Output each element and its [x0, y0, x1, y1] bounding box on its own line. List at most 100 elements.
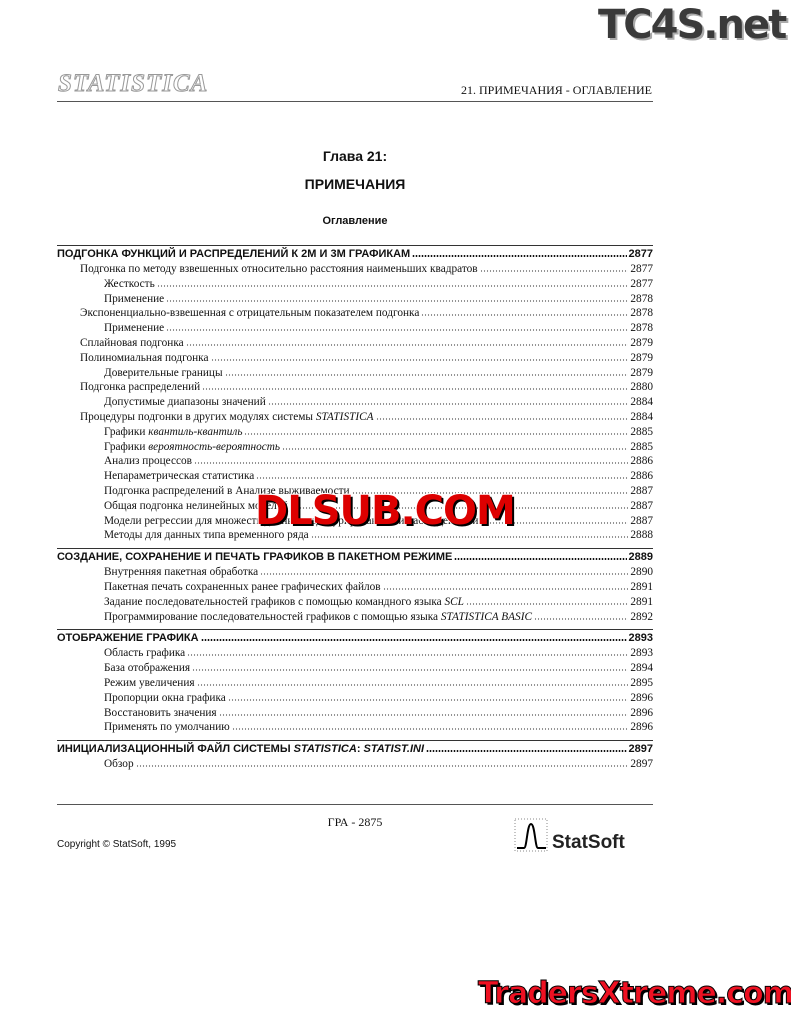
toc-page: 2891: [630, 580, 653, 593]
toc-entry: Графики вероятность-вероятность 2885: [57, 440, 653, 455]
toc-page: 2879: [630, 336, 653, 349]
section-header: 21. ПРИМЕЧАНИЯ - ОГЛАВЛЕНИЕ: [461, 83, 652, 97]
toc-entry-title: База отображения: [104, 661, 190, 676]
toc-page: 2896: [630, 721, 653, 734]
toc-page: 2885: [630, 440, 653, 453]
leader: [224, 373, 629, 376]
toc-page: 2878: [630, 322, 653, 335]
toc-entry-title: ПОДГОНКА ФУНКЦИЙ И РАСПРЕДЕЛЕНИЙ К 2М И …: [57, 246, 410, 262]
toc-text: Пропорции окна графика: [104, 691, 226, 704]
toc-text: STATISTICA: [315, 410, 374, 423]
leader: [256, 477, 629, 480]
leader: [200, 639, 627, 642]
toc-entry: Режим увеличения 2895: [57, 676, 653, 691]
leader: [282, 447, 629, 450]
leader: [421, 314, 629, 317]
leader: [465, 602, 629, 605]
toc-entry-title: Обзор: [104, 757, 134, 772]
toc-page: 2877: [628, 248, 653, 260]
toc-page: 2888: [630, 529, 653, 542]
leader: [193, 462, 629, 465]
toc-entry-title: Непараметрическая статистика: [104, 469, 254, 484]
toc-entry-title: Задание последовательностей графиков с п…: [104, 595, 464, 610]
toc-entry: Графики квантиль-квантиль 2885: [57, 425, 653, 440]
toc-entry-title: ОТОБРАЖЕНИЕ ГРАФИКА: [57, 630, 199, 646]
leader: [426, 750, 627, 753]
toc-page: 2896: [630, 706, 653, 719]
toc-text: Восстановить значения: [104, 706, 217, 719]
toc-entry-title: Программирование последовательностей гра…: [104, 610, 532, 625]
toc-text: Анализ процессов: [104, 455, 192, 468]
toc-entry: Область графика 2893: [57, 646, 653, 661]
toc-page: 2897: [630, 758, 653, 771]
toc-entry-title: Графики квантиль-квантиль: [104, 425, 242, 440]
toc-text: Режим увеличения: [104, 676, 195, 689]
toc-page: 2880: [630, 381, 653, 394]
toc-entry-title: Жесткость: [104, 277, 155, 292]
toc-entry: Методы для данных типа временного ряда 28…: [57, 528, 653, 543]
leader: [480, 521, 629, 524]
toc-entry-title: Применение: [104, 321, 164, 336]
page-label: ГРА - 2875: [327, 815, 383, 829]
toc-page: 2878: [630, 292, 653, 305]
leader: [351, 491, 629, 494]
toc-entry: Пропорции окна графика 2896: [57, 691, 653, 706]
toc-entry: Пакетная печать сохраненных ранее графич…: [57, 580, 653, 595]
toc-entry-title: Применение: [104, 292, 164, 307]
toc-entry: Программирование последовательностей гра…: [57, 610, 653, 625]
toc-page: 2886: [630, 470, 653, 483]
toc-entry: Анализ процессов 2886: [57, 454, 653, 469]
watermark: TC4S.net: [598, 2, 787, 48]
toc-page: 2894: [630, 662, 653, 675]
toc-entry: ПОДГОНКА ФУНКЦИЙ И РАСПРЕДЕЛЕНИЙ К 2М И …: [57, 245, 653, 262]
toc-entry-title: Режим увеличения: [104, 676, 195, 691]
toc-text: СОЗДАНИЕ, СОХРАНЕНИЕ И ПЕЧАТЬ ГРАФИКОВ В…: [57, 551, 453, 564]
toc-entry: Общая подгонка нелинейных моделей 2887: [57, 499, 653, 514]
toc-text: SCL: [444, 595, 464, 608]
toc-text: Графики: [104, 440, 149, 453]
toc-text: Обзор: [104, 758, 134, 771]
toc-entry-title: ИНИЦИАЛИЗАЦИОННЫЙ ФАЙЛ СИСТЕМЫ STATISTIC…: [57, 741, 424, 757]
logo: STATISTICA: [57, 70, 209, 98]
leader: [227, 698, 629, 701]
toc-entry-title: Сплайновая подгонка: [80, 336, 184, 351]
toc-text: Жесткость: [104, 277, 155, 290]
leader: [289, 506, 629, 509]
toc-entry: ИНИЦИАЛИЗАЦИОННЫЙ ФАЙЛ СИСТЕМЫ STATISTIC…: [57, 740, 653, 757]
toc-page: 2893: [630, 647, 653, 660]
chapter-label: Глава 21:: [322, 148, 388, 164]
toc-entry: База отображения 2894: [57, 661, 653, 676]
toc-page: 2892: [630, 610, 653, 623]
toc-entry-title: Область графика: [104, 646, 185, 661]
toc-text: Задание последовательностей графиков с п…: [104, 595, 445, 608]
header-rule: [57, 101, 653, 102]
toc-heading: Оглавление: [322, 215, 388, 227]
toc-text: STATISTICA BASIC: [440, 610, 533, 623]
toc-entry: Задание последовательностей графиков с п…: [57, 595, 653, 610]
toc-text: STATISTICA: [293, 743, 357, 756]
leader: [479, 270, 629, 272]
toc-entry: Экспоненциально-взвешенная с отрицательн…: [57, 306, 653, 321]
leader: [260, 573, 629, 576]
toc-entry-title: Применять по умолчанию: [104, 720, 230, 735]
toc-text: :: [356, 743, 364, 756]
toc-entry: Модели регрессии для множеств данных с ц…: [57, 514, 653, 529]
toc-page: 2895: [630, 676, 653, 689]
toc-entry-title: Пропорции окна графика: [104, 691, 226, 706]
toc-text: ИНИЦИАЛИЗАЦИОННЫЙ ФАЙЛ СИСТЕМЫ: [57, 743, 294, 756]
toc-page: 2884: [630, 410, 653, 423]
footer-rule: [57, 804, 653, 805]
toc-entry: Внутренняя пакетная обработка 2890: [57, 565, 653, 580]
toc-entry-title: Экспоненциально-взвешенная с отрицательн…: [80, 306, 419, 321]
toc-entry-title: Анализ процессов: [104, 454, 192, 469]
toc-text: квантиль-квантиль: [148, 425, 243, 438]
toc-entry-title: Доверительные границы: [104, 366, 223, 381]
leader: [166, 299, 629, 302]
leader: [135, 765, 629, 768]
toc-page: 2897: [628, 743, 653, 756]
toc-entry: Обзор 2897: [57, 757, 653, 772]
toc-entry: Подгонка по методу взвешенных относитель…: [57, 262, 653, 277]
toc-entry: Допустимые диапазоны значений 2884: [57, 395, 653, 410]
leader: [534, 617, 629, 620]
